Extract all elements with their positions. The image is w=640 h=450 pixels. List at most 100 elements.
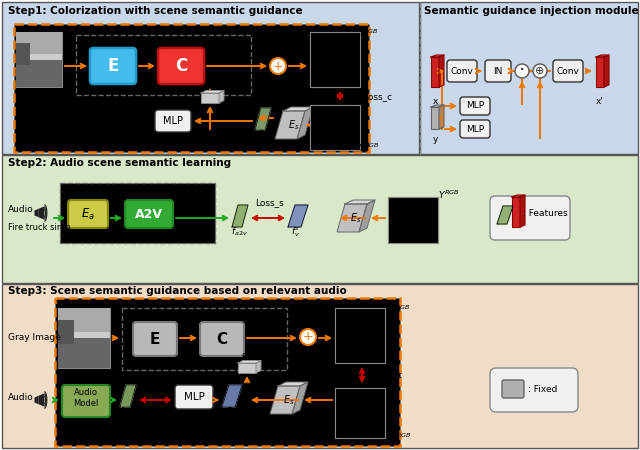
Bar	[420, 2, 638, 154]
Circle shape	[515, 64, 529, 78]
Text: Gray Image: Gray Image	[8, 333, 61, 342]
Bar	[340, 324, 367, 349]
Bar	[58, 320, 74, 344]
Bar	[2, 284, 638, 448]
Text: Backbone: Backbone	[127, 310, 172, 320]
Polygon shape	[359, 200, 375, 232]
Text: Audio: Audio	[8, 206, 34, 215]
FancyBboxPatch shape	[553, 60, 583, 82]
Polygon shape	[275, 111, 305, 139]
Polygon shape	[337, 204, 367, 232]
Polygon shape	[292, 382, 308, 414]
Bar	[310, 105, 360, 150]
Polygon shape	[604, 55, 609, 87]
Bar	[55, 298, 400, 446]
Polygon shape	[120, 385, 136, 407]
Text: Audio
Model: Audio Model	[74, 388, 99, 408]
Text: Semantic guidance injection module (SG): Semantic guidance injection module (SG)	[424, 6, 640, 16]
Bar	[512, 197, 520, 227]
Text: $f_{a2v}$: $f_{a2v}$	[118, 406, 136, 418]
Bar	[2, 155, 638, 283]
Text: SG: SG	[204, 82, 216, 91]
Text: E: E	[150, 332, 160, 346]
Text: Conv: Conv	[557, 67, 579, 76]
Bar	[335, 388, 385, 438]
Polygon shape	[345, 200, 375, 204]
Polygon shape	[439, 105, 444, 129]
Polygon shape	[431, 55, 444, 57]
Polygon shape	[256, 360, 261, 373]
Text: Loss_s: Loss_s	[179, 414, 207, 423]
Bar	[596, 57, 604, 87]
FancyBboxPatch shape	[460, 97, 490, 115]
Bar	[388, 197, 438, 243]
Text: C: C	[175, 57, 187, 75]
Text: ⊕: ⊕	[535, 66, 545, 76]
Text: $Y^{RGB}$: $Y^{RGB}$	[438, 189, 460, 201]
Text: E: E	[108, 57, 118, 75]
FancyBboxPatch shape	[68, 200, 108, 228]
Text: Loss_c: Loss_c	[363, 93, 392, 102]
Circle shape	[533, 64, 547, 78]
Polygon shape	[512, 195, 525, 197]
Polygon shape	[255, 108, 271, 130]
FancyBboxPatch shape	[490, 368, 578, 412]
Bar	[310, 32, 360, 87]
Bar	[431, 57, 439, 87]
Bar	[310, 105, 360, 150]
Bar	[16, 32, 62, 54]
Text: x: x	[432, 98, 438, 107]
Text: : Features: : Features	[523, 210, 568, 219]
Bar	[58, 308, 110, 368]
Text: MLP: MLP	[466, 125, 484, 134]
Text: MLP: MLP	[163, 116, 183, 126]
Text: $Y^{RGB}$: $Y^{RGB}$	[358, 142, 380, 154]
FancyBboxPatch shape	[490, 196, 570, 240]
FancyBboxPatch shape	[447, 60, 477, 82]
Text: MLP: MLP	[466, 102, 484, 111]
Polygon shape	[232, 205, 248, 227]
Polygon shape	[596, 55, 609, 57]
Text: $E_a$: $E_a$	[81, 207, 95, 221]
Bar	[388, 197, 438, 213]
Bar	[393, 211, 420, 231]
Bar	[340, 403, 367, 426]
Bar	[335, 308, 385, 363]
Text: $E_s$: $E_s$	[350, 211, 362, 225]
Bar	[335, 388, 385, 405]
Bar	[310, 105, 360, 121]
Polygon shape	[222, 385, 242, 407]
Bar	[335, 388, 385, 438]
Text: x': x'	[596, 98, 604, 107]
Bar	[76, 35, 251, 95]
Text: $f_v^s$: $f_v^s$	[225, 405, 234, 419]
Polygon shape	[38, 207, 44, 220]
Text: Conv: Conv	[451, 67, 474, 76]
Bar	[335, 346, 385, 363]
FancyBboxPatch shape	[125, 200, 173, 228]
Polygon shape	[38, 393, 44, 407]
Text: $f_v^s$: $f_v^s$	[257, 128, 266, 142]
Polygon shape	[439, 55, 444, 87]
Text: Fire truck siren: Fire truck siren	[8, 224, 71, 233]
Bar	[16, 43, 30, 65]
Bar	[14, 24, 369, 152]
Polygon shape	[297, 107, 313, 139]
Text: $Y^{RGB}$: $Y^{RGB}$	[390, 432, 412, 444]
Bar	[16, 32, 62, 87]
FancyBboxPatch shape	[155, 110, 191, 132]
Bar	[122, 308, 287, 370]
Text: ·: ·	[519, 61, 525, 80]
Bar	[2, 2, 419, 154]
Text: Step2: Audio scene semantic learning: Step2: Audio scene semantic learning	[8, 158, 231, 168]
Text: C: C	[216, 332, 228, 346]
Text: Step1: Colorization with scene semantic guidance: Step1: Colorization with scene semantic …	[8, 6, 303, 16]
Bar	[201, 93, 219, 103]
Bar	[58, 338, 110, 368]
Bar	[388, 197, 438, 243]
Polygon shape	[35, 209, 38, 217]
Polygon shape	[497, 206, 513, 224]
FancyBboxPatch shape	[62, 385, 110, 417]
Bar	[310, 71, 360, 87]
Text: A2V: A2V	[135, 207, 163, 220]
